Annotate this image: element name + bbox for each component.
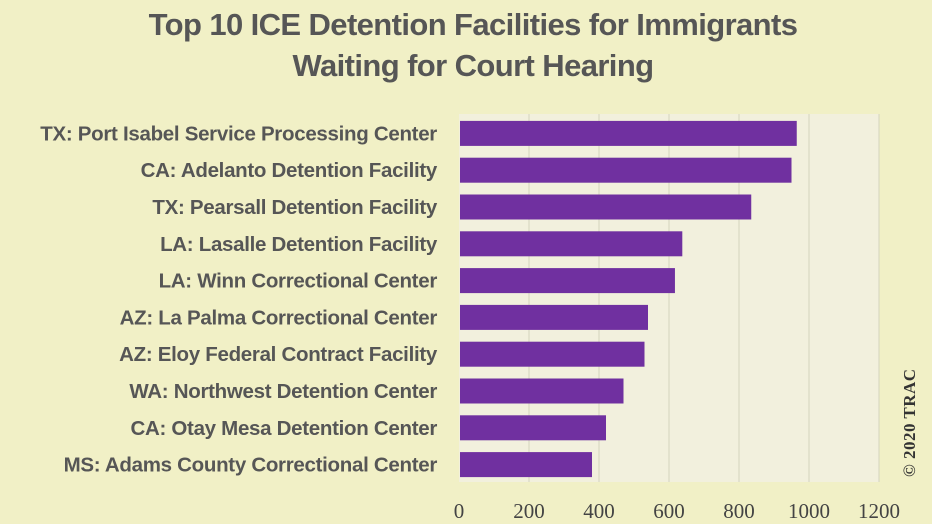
- x-tick-label: 1200: [858, 499, 900, 523]
- category-label: CA: Adelanto Detention Facility: [141, 159, 438, 182]
- chart-title-line-2: Waiting for Court Hearing: [292, 48, 655, 83]
- chart-title-line-1: Top 10 ICE Detention Facilities for Immi…: [148, 7, 798, 42]
- bar: [460, 415, 606, 441]
- category-label: LA: Winn Correctional Center: [159, 270, 438, 293]
- category-label: TX: Pearsall Detention Facility: [152, 196, 438, 219]
- bar: [460, 120, 797, 146]
- bar: [460, 231, 683, 257]
- bar: [460, 194, 752, 220]
- chart-title: Top 10 ICE Detention Facilities for Immi…: [0, 4, 932, 86]
- category-label: WA: Northwest Detention Center: [129, 380, 437, 403]
- bar: [460, 452, 592, 478]
- bar: [460, 268, 675, 294]
- x-tick-label: 200: [513, 499, 545, 523]
- category-label: MS: Adams County Correctional Center: [64, 454, 438, 477]
- x-tick-label: 400: [583, 499, 615, 523]
- x-tick-label: 800: [723, 499, 755, 523]
- copyright-credit: © 2020 TRAC: [900, 368, 919, 477]
- bar: [460, 304, 648, 330]
- x-tick-label: 0: [454, 499, 465, 523]
- category-label: TX: Port Isabel Service Processing Cente…: [40, 122, 437, 145]
- category-label: AZ: La Palma Correctional Center: [120, 306, 438, 329]
- category-label: LA: Lasalle Detention Facility: [160, 233, 438, 256]
- category-label: CA: Otay Mesa Detention Center: [130, 417, 437, 440]
- category-label: AZ: Eloy Federal Contract Facility: [119, 343, 438, 366]
- bar: [460, 157, 792, 183]
- x-tick-label: 600: [653, 499, 685, 523]
- x-tick-label: 1000: [788, 499, 830, 523]
- bar: [460, 341, 645, 367]
- bar: [460, 378, 624, 404]
